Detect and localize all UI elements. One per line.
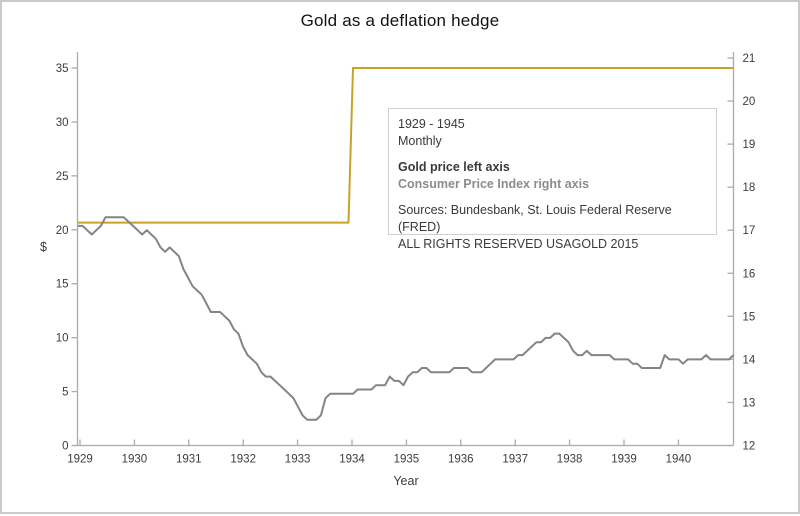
x-axis-label: Year [393,474,419,488]
x-tick-label: 1939 [611,454,637,466]
left-tick-label: 30 [56,117,69,129]
left-axis-unit-label: $ [40,240,47,254]
legend-box: 1929 - 1945 Monthly Gold price left axis… [388,108,717,251]
legend-sources-group: Sources: Bundesbank, St. Louis Federal R… [398,202,708,253]
right-tick-label: 18 [743,182,756,194]
x-tick-label: 1937 [502,454,528,466]
left-tick-label: 5 [62,387,68,399]
x-tick-label: 1934 [339,454,365,466]
right-tick-label: 17 [743,225,756,237]
legend-frequency: Monthly [398,134,442,148]
right-tick-label: 13 [743,397,756,409]
series-line-left [78,67,734,224]
x-tick-label: 1932 [230,454,256,466]
legend-date-range: 1929 - 1945 [398,117,465,131]
chart-title: Gold as a deflation hedge [300,11,500,30]
right-tick-label: 15 [743,311,756,323]
right-tick-label: 19 [743,139,756,151]
series-line-right [78,216,735,421]
right-tick-label: 14 [743,354,756,366]
right-tick-label: 21 [743,53,756,65]
x-tick-label: 1936 [448,454,474,466]
legend-gold-series-label: Gold price left axis [398,160,510,174]
left-tick-label: 10 [56,333,69,345]
left-tick-label: 0 [62,441,68,453]
legend-series-group: Gold price left axis Consumer Price Inde… [398,159,708,193]
right-tick-label: 20 [743,96,756,108]
legend-range-group: 1929 - 1945 Monthly [398,116,708,150]
x-tick-label: 1933 [285,454,311,466]
left-tick-label: 15 [56,279,69,291]
legend-sources-line: Sources: Bundesbank, St. Louis Federal R… [398,203,672,234]
legend-rights-line: ALL RIGHTS RESERVED USAGOLD 2015 [398,237,639,251]
x-tick-label: 1935 [394,454,420,466]
legend-cpi-series-label: Consumer Price Index right axis [398,177,590,191]
left-tick-label: 20 [56,225,69,237]
x-tick-label: 1940 [666,454,692,466]
right-tick-label: 12 [743,441,756,453]
x-tick-label: 1930 [122,454,148,466]
right-tick-label: 16 [743,268,756,280]
left-tick-label: 25 [56,171,69,183]
x-tick-label: 1931 [176,454,202,466]
x-tick-label: 1938 [557,454,583,466]
x-tick-label: 1929 [67,454,93,466]
left-tick-label: 35 [56,63,69,75]
